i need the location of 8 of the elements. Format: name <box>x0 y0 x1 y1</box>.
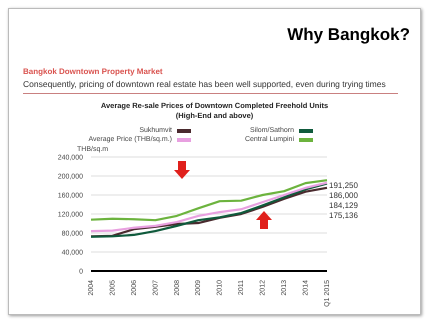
data-label: 191,250 <box>329 180 358 190</box>
line-series <box>90 179 328 222</box>
data-label: 175,136 <box>329 210 358 220</box>
data-label: 186,000 <box>329 190 358 200</box>
chart-subtitle: Bangkok Downtown Property Market <box>23 67 163 76</box>
data-label: 184,129 <box>329 200 358 210</box>
text: Consequently, pricing of downtown real estate has been well supported, even during trying times <box>23 79 398 94</box>
chart-title: Why Bangkok? <box>287 25 410 45</box>
